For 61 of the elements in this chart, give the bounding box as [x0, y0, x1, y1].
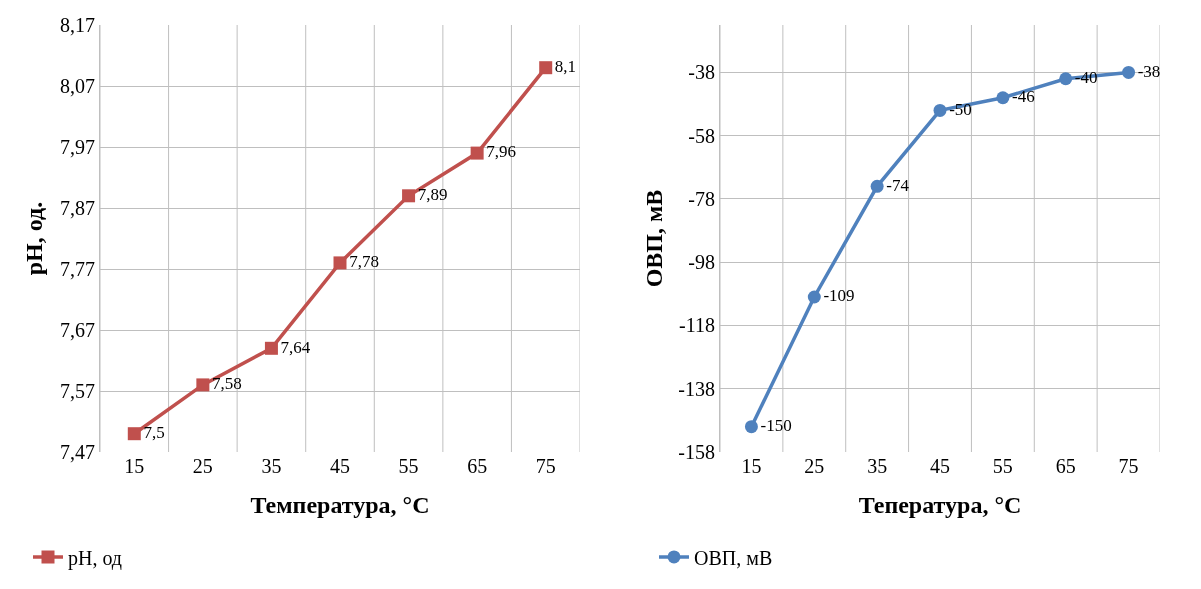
x-tick-label: 65 [467, 455, 488, 477]
data-label: -109 [823, 286, 855, 306]
y-tick-label: -138 [678, 377, 715, 400]
point [744, 420, 758, 434]
data-label: 7,5 [143, 422, 165, 442]
data-label: 7,96 [486, 142, 517, 162]
y-tick-label: -118 [679, 314, 715, 337]
legend-label: pH, од [68, 546, 123, 570]
x-tick-label: 15 [124, 455, 145, 477]
y-tick-label: 7,57 [60, 380, 95, 402]
x-tick-label: 45 [330, 455, 350, 477]
x-tick-label: 65 [1055, 455, 1076, 477]
point [996, 91, 1010, 105]
y-tick-label: -78 [688, 187, 715, 210]
data-label: -38 [1137, 61, 1161, 81]
y-axis-title: ОВП, мВ [641, 189, 667, 288]
point [539, 61, 553, 75]
point [333, 256, 347, 270]
x-tick-label: 75 [1118, 455, 1139, 477]
y-tick-label: 7,87 [60, 197, 95, 219]
y-tick-label: 7,97 [60, 136, 95, 158]
point [264, 341, 278, 355]
y-axis-title: pH, од. [21, 201, 47, 276]
point [870, 179, 884, 193]
x-tick-label: 55 [398, 455, 419, 477]
point [1059, 72, 1073, 86]
x-tick-label: 25 [192, 455, 213, 477]
data-label: 8,1 [554, 56, 577, 76]
x-tick-label: 15 [741, 455, 762, 477]
legend-label: ОВП, мВ [694, 546, 773, 569]
x-axis-title: Тепература, °C [858, 492, 1022, 519]
data-label: -46 [1011, 87, 1035, 106]
x-tick-label: 75 [535, 455, 556, 477]
y-tick-label: -58 [688, 124, 715, 147]
data-label: 7,78 [349, 252, 379, 272]
point [1122, 65, 1136, 79]
point [402, 189, 416, 203]
data-label: -150 [760, 415, 792, 435]
y-tick-label: -158 [678, 441, 715, 463]
x-tick-label: 25 [804, 455, 825, 477]
point [807, 290, 821, 304]
y-tick-label: 7,47 [60, 441, 95, 463]
data-label: 7,64 [280, 337, 311, 357]
x-tick-label: 55 [992, 455, 1013, 477]
x-tick-label: 35 [261, 455, 282, 477]
x-tick-label: 35 [867, 455, 888, 477]
y-tick-label: -98 [688, 251, 715, 274]
x-axis-title: Температура, °C [250, 492, 430, 519]
point [470, 146, 484, 160]
data-label: 7,58 [211, 374, 242, 394]
data-label: -74 [886, 175, 910, 195]
x-tick-label: 45 [930, 455, 950, 477]
point [127, 427, 141, 441]
point [196, 378, 210, 392]
y-tick-label: 7,67 [60, 319, 95, 341]
data-label: 7,89 [417, 185, 448, 205]
point [933, 103, 947, 117]
y-tick-label: 8,17 [60, 14, 95, 36]
y-tick-label: 8,07 [60, 75, 95, 97]
y-tick-label: -38 [688, 61, 715, 84]
y-tick-label: 7,77 [60, 258, 95, 280]
